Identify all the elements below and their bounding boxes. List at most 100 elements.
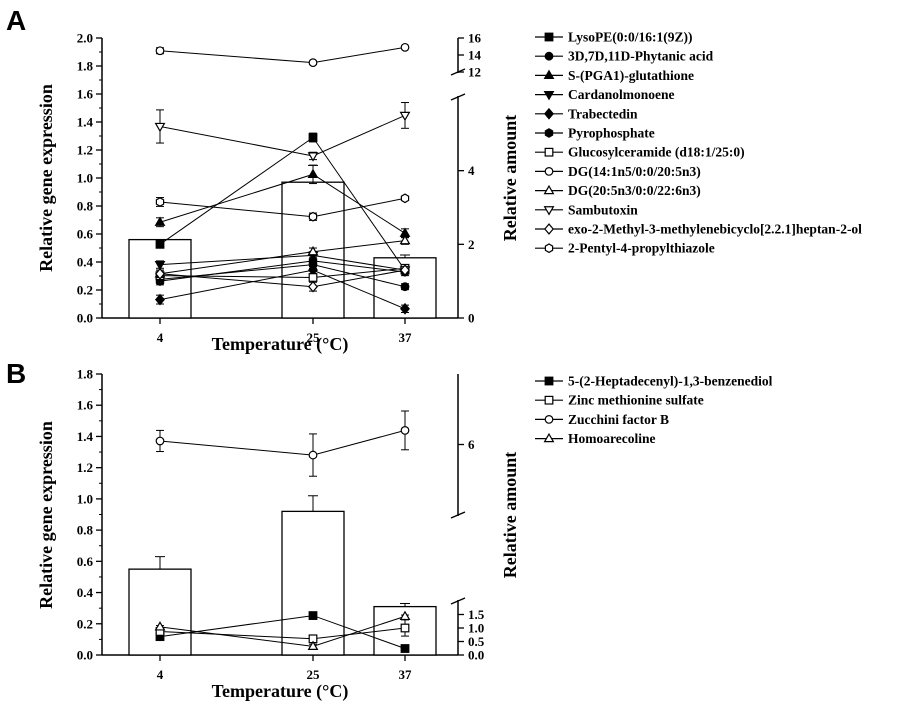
panel-a-y2-axis-label: Relative amount <box>500 115 520 241</box>
panel-a-bars <box>128 164 437 319</box>
y2-tick-label: 16 <box>468 31 482 46</box>
data-point <box>155 197 165 207</box>
y-tick-label: 0.2 <box>77 283 93 298</box>
legend-marker <box>544 32 554 42</box>
legend-label: 5-(2-Heptadecenyl)-1,3-benzenediol <box>568 374 773 389</box>
y-tick-label: 0.0 <box>77 648 93 663</box>
panel-b-bars <box>128 495 437 656</box>
legend-label: Trabectedin <box>568 106 638 121</box>
legend-marker <box>544 243 554 254</box>
panel-a-x-axis-label: Temperature (°C) <box>212 334 349 355</box>
series-7 <box>155 42 410 68</box>
y2-tick-label: 0.5 <box>468 634 485 649</box>
y2-tick-label: 6 <box>468 437 475 452</box>
panel-b-legend: 5-(2-Heptadecenyl)-1,3-benzenediol Zinc m… <box>535 374 773 446</box>
series-2 <box>154 164 411 239</box>
legend-label: DG(20:5n3/0:0/22:6n3) <box>568 183 701 198</box>
legend-marker <box>544 51 554 61</box>
y-tick-label: 1.8 <box>77 367 94 382</box>
legend-item: 2-Pentyl-4-propylthiazole <box>535 241 715 256</box>
series-line <box>159 114 406 157</box>
y-tick-label: 1.0 <box>77 171 93 186</box>
data-point <box>400 426 410 435</box>
data-point <box>307 640 319 651</box>
data-point <box>154 621 166 631</box>
series-0 <box>155 611 410 653</box>
data-point <box>154 260 166 271</box>
y-tick-label: 0.8 <box>77 199 94 214</box>
series-2 <box>155 410 410 477</box>
legend-label: DG(14:1n5/0:0/20:5n3) <box>568 164 701 179</box>
data-point <box>308 273 318 282</box>
y-tick-label: 0.4 <box>77 255 94 270</box>
legend-marker <box>543 90 555 101</box>
legend-item: Pyrophosphate <box>535 126 655 141</box>
y2-axis-break-mark <box>450 93 466 101</box>
legend-item: Sambutoxin <box>535 202 638 217</box>
data-point <box>399 111 411 122</box>
legend-label: Cardanolmonoene <box>568 87 675 102</box>
x-tick-label: 37 <box>399 330 413 345</box>
legend-label: Pyrophosphate <box>568 126 655 141</box>
legend-label: exo-2-Methyl-3-methylenebicyclo[2.2.1]he… <box>568 222 862 237</box>
panel-a-y-axis-label: Relative gene expression <box>36 84 56 272</box>
data-point <box>399 234 411 245</box>
data-point <box>307 168 319 178</box>
legend-label: Zinc methionine sulfate <box>568 393 704 408</box>
legend-label: Zucchini factor B <box>568 412 669 427</box>
data-point <box>400 42 410 52</box>
legend-label: Glucosylceramide (d18:1/25:0) <box>568 145 745 160</box>
legend-item: Cardanolmonoene <box>535 87 675 102</box>
panel-a-legend: LysoPE(0:0/16:1(9Z)) 3D,7D,11D-Phytanic a… <box>535 30 862 256</box>
legend-marker <box>544 128 554 138</box>
legend-marker <box>544 107 554 120</box>
data-point <box>400 282 410 292</box>
y-tick-label: 0.6 <box>77 227 94 242</box>
y2-axis-break-gap <box>454 516 462 600</box>
y-tick-label: 1.4 <box>77 115 94 130</box>
y-tick-label: 0.4 <box>77 585 94 600</box>
panel-b-y2-axis-label: Relative amount <box>500 452 520 578</box>
data-point <box>307 245 319 256</box>
y-tick-label: 0.6 <box>77 554 94 569</box>
legend-item: 3D,7D,11D-Phytanic acid <box>535 49 714 64</box>
panel-a: A 0.0 0.2 0.4 0.6 0.8 1.0 1.2 1.4 1.6 1.8 2.0 0 2 4 1… <box>6 5 862 355</box>
legend-item: exo-2-Methyl-3-methylenebicyclo[2.2.1]he… <box>535 222 862 237</box>
legend-marker <box>544 395 554 405</box>
y-tick-label: 1.2 <box>77 143 93 158</box>
series-3 <box>154 610 411 651</box>
legend-marker <box>543 69 555 80</box>
y2-tick-label: 2 <box>468 237 475 252</box>
data-point <box>308 256 318 266</box>
series-9 <box>154 102 411 162</box>
y-tick-label: 0.0 <box>77 311 93 326</box>
panel-a-label: A <box>6 5 26 36</box>
y-tick-label: 2.0 <box>77 31 93 46</box>
legend-marker <box>544 166 554 176</box>
y2-tick-label: 14 <box>468 48 482 63</box>
data-point <box>400 644 410 653</box>
x-tick-label: 25 <box>307 330 321 345</box>
data-point <box>307 152 319 162</box>
y2-tick-label: 12 <box>468 65 481 80</box>
panel-a-series <box>154 42 411 315</box>
data-point <box>308 211 318 222</box>
panel-b-x-axis-label: Temperature (°C) <box>212 681 349 702</box>
panel-a-y2-ticks: 0 2 4 12 14 16 <box>450 31 482 326</box>
series-line <box>159 46 406 64</box>
data-point <box>308 611 318 620</box>
legend-item: Homoarecoline <box>535 431 655 446</box>
panel-b-y-ticks: 0.0 0.2 0.4 0.6 0.8 1.0 1.2 1.4 1.6 1.8 <box>77 367 102 663</box>
y-tick-label: 1.6 <box>77 87 94 102</box>
data-point <box>308 450 318 460</box>
panel-b-series <box>154 410 411 653</box>
y2-axis-break-mark <box>450 68 466 76</box>
y2-tick-label: 0.0 <box>468 648 484 663</box>
data-point <box>400 193 410 204</box>
y-tick-label: 1.6 <box>77 398 94 413</box>
panel-b: B 0.00.20.40.60.81.01.21.41.61.8 0.00.51… <box>6 358 773 702</box>
y2-tick-label: 1.0 <box>468 621 484 636</box>
y2-tick-label: 4 <box>468 163 475 178</box>
bar-4 <box>128 568 192 656</box>
y-tick-label: 0.2 <box>77 616 93 631</box>
